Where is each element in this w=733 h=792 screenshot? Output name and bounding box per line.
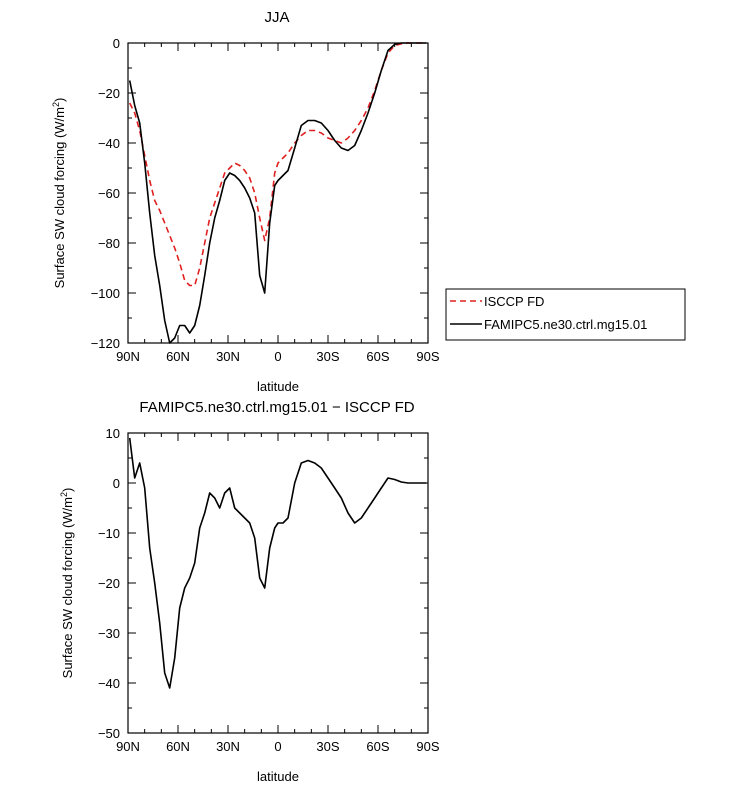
y-tick-label: 0 — [113, 36, 120, 51]
series-line-first — [128, 42, 427, 287]
x-tick-label: 0 — [274, 739, 281, 754]
y-tick-labels: 10 0 −10 −20 −30 −40 −50 — [98, 426, 120, 741]
y-tick-label: 10 — [106, 426, 120, 441]
y-tick-label: −20 — [98, 576, 120, 591]
x-tick-label: 60S — [366, 739, 389, 754]
x-tick-labels: 90N 60N 30N 0 30S 60S 90S — [116, 349, 440, 364]
x-axis-label: latitude — [257, 769, 299, 784]
x-tick-label: 30S — [316, 739, 339, 754]
series-lines — [128, 437, 427, 689]
x-tick-label: 90N — [116, 349, 140, 364]
chart-title: JJA — [264, 9, 289, 26]
chart-title: FAMIPC5.ne30.ctrl.mg15.01 − ISCCP FD — [139, 399, 414, 416]
y-tick-label: −30 — [98, 626, 120, 641]
legend: ISCCP FD FAMIPC5.ne30.ctrl.mg15.01 — [445, 288, 686, 341]
x-tick-label: 30S — [316, 349, 339, 364]
plot-frame — [127, 432, 429, 734]
y-axis-label: Surface SW cloud forcing (W/m2) — [59, 488, 75, 679]
x-tick-label: 60N — [166, 349, 190, 364]
y-tick-label: −100 — [91, 286, 120, 301]
x-tick-label: 0 — [274, 349, 281, 364]
x-tick-label: 90S — [416, 349, 439, 364]
y-tick-label: −40 — [98, 676, 120, 691]
series-line-first — [128, 437, 427, 689]
y-tick-label: −40 — [98, 136, 120, 151]
chart-difference: FAMIPC5.ne30.ctrl.mg15.01 − ISCCP FD 90N… — [59, 399, 440, 784]
x-tick-label: 60S — [366, 349, 389, 364]
y-tick-label: −80 — [98, 236, 120, 251]
y-tick-label: −50 — [98, 726, 120, 741]
x-tick-label: 90S — [416, 739, 439, 754]
series-line-second — [128, 42, 427, 344]
tick-marks — [127, 432, 429, 734]
x-tick-label: 90N — [116, 739, 140, 754]
x-tick-label: 60N — [166, 739, 190, 754]
x-tick-label: 30N — [216, 739, 240, 754]
y-tick-label: −120 — [91, 336, 120, 351]
y-tick-labels: 0 −20 −40 −60 −80 −100 −120 — [91, 36, 120, 351]
series-lines — [128, 42, 427, 344]
tick-marks — [127, 42, 429, 344]
x-tick-label: 30N — [216, 349, 240, 364]
legend-label-isccp: ISCCP FD — [484, 294, 544, 309]
chart-jja: JJA 90N 60N 30N 0 30S 60S 90S 0 −20 −40 −60 −80 −10… — [51, 9, 440, 394]
y-axis-label: Surface SW cloud forcing (W/m2) — [51, 98, 67, 289]
x-axis-label: latitude — [257, 379, 299, 394]
x-tick-labels: 90N 60N 30N 0 30S 60S 90S — [116, 739, 440, 754]
y-tick-label: −60 — [98, 186, 120, 201]
y-tick-label: −10 — [98, 526, 120, 541]
plot-frame — [127, 42, 429, 344]
legend-label-famipc5: FAMIPC5.ne30.ctrl.mg15.01 — [484, 317, 647, 332]
legend-box — [445, 288, 686, 341]
y-tick-label: −20 — [98, 86, 120, 101]
y-tick-label: 0 — [113, 476, 120, 491]
